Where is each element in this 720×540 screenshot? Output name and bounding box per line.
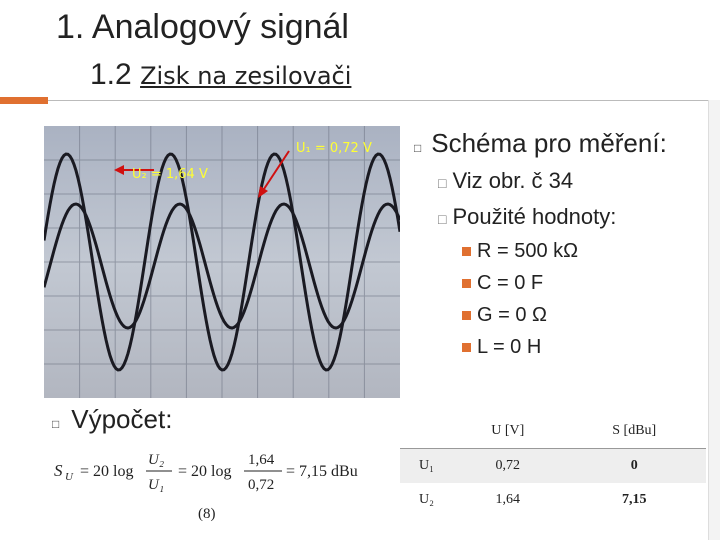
calc-heading-text: Výpočet: [71, 404, 173, 434]
equation-number: (8) [198, 506, 216, 522]
slide-title: 1. Analogový signál [56, 8, 349, 46]
schema-heading: □ Schéma pro měření: [414, 128, 667, 159]
bullet-icon: □ [52, 417, 60, 431]
value-item: R = 500 kΩ [462, 240, 578, 263]
oscilloscope-image: U₁ = 0,72 V U₂ = 1,64 V [44, 126, 400, 398]
value-item: G = 0 Ω [462, 304, 547, 327]
list-item-text: Viz obr. č 34 [452, 168, 574, 193]
table-header-cell: S [dBu] [562, 414, 706, 449]
value-item: L = 0 H [462, 336, 541, 359]
bullet-icon: □ [414, 141, 422, 155]
svg-text:U₁: U₁ [148, 477, 164, 493]
square-bullet-icon [462, 311, 471, 321]
u1-label: U₁ = 0,72 V [296, 141, 372, 156]
accent-bar [0, 97, 48, 104]
value-item: C = 0 F [462, 272, 543, 295]
svg-text:= 20 log: = 20 log [80, 463, 133, 480]
svg-text:S: S [54, 461, 63, 480]
value-text: L = 0 H [477, 336, 542, 358]
u1-arrow [261, 150, 290, 193]
square-bullet-icon [462, 279, 471, 289]
table-row: U₁ 0,72 0 [400, 448, 706, 483]
values-table: U [V] S [dBu] U₁ 0,72 0 U₂ 1,64 7,15 [400, 414, 706, 517]
table-header-row: U [V] S [dBu] [400, 414, 706, 449]
table-header-cell: U [V] [453, 414, 563, 449]
u2-arrowhead [114, 165, 124, 175]
list-item: □ Viz obr. č 34 [438, 168, 573, 194]
signal-wave-small [44, 202, 400, 330]
calc-heading: □ Výpočet: [52, 404, 172, 435]
value-text: G = 0 Ω [477, 304, 547, 326]
square-bullet-icon [462, 343, 471, 353]
bullet-icon: □ [438, 175, 447, 191]
svg-text:1,64: 1,64 [248, 452, 275, 468]
table-cell: U₂ [419, 492, 435, 507]
table-header-cell [400, 414, 454, 449]
value-text: C = 0 F [477, 272, 544, 294]
table-cell: 7,15 [622, 492, 647, 507]
table-cell: 0 [562, 448, 706, 483]
bullet-icon: □ [438, 211, 447, 227]
table-cell: U₁ [400, 448, 454, 483]
svg-text:U: U [65, 471, 74, 483]
svg-text:= 20 log: = 20 log [178, 463, 231, 480]
list-item-text: Použité hodnoty: [452, 204, 617, 229]
subtitle-number: 1.2 [90, 58, 132, 91]
signal-wave-large [44, 152, 400, 372]
list-item: □ Použité hodnoty: [438, 204, 616, 230]
divider-line [0, 100, 720, 101]
u2-label: U₂ = 1,64 V [132, 167, 208, 182]
table-cell: 0,72 [453, 448, 563, 483]
schema-heading-text: Schéma pro měření: [431, 128, 667, 158]
subtitle-text: Zisk na zesilovači [140, 62, 352, 90]
svg-text:= 7,15 dBu: = 7,15 dBu [286, 463, 358, 480]
table-cell: 1,64 [495, 492, 521, 507]
svg-text:0,72: 0,72 [248, 477, 274, 493]
table-row: U₂ 1,64 7,15 [400, 483, 706, 517]
gain-formula: S U = 20 log U₂ U₁ = 20 log 1,64 0,72 = … [54, 452, 358, 493]
u1-arrowhead [258, 186, 268, 198]
side-bar [708, 100, 720, 540]
svg-text:U₂: U₂ [148, 452, 164, 468]
value-text: R = 500 kΩ [477, 240, 579, 262]
square-bullet-icon [462, 247, 471, 257]
slide-subtitle: 1.2 Zisk na zesilovači [90, 58, 351, 92]
